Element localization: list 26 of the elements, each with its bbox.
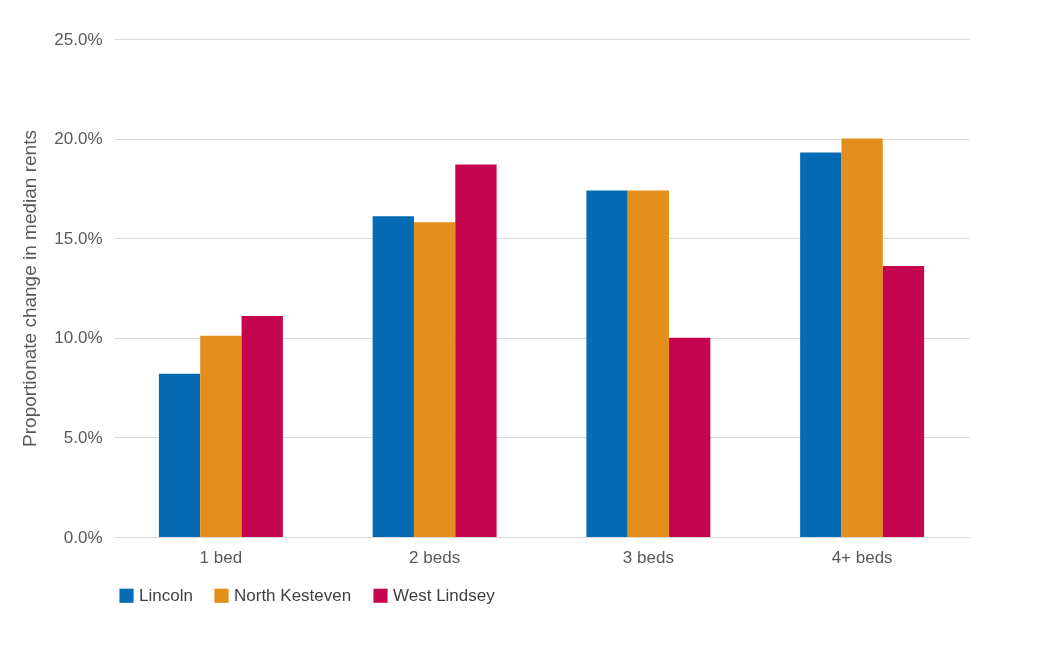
legend-label: Lincoln bbox=[139, 585, 193, 605]
bar bbox=[800, 152, 842, 537]
bar bbox=[882, 266, 925, 537]
bar bbox=[586, 190, 628, 537]
y-tick-label: 15.0% bbox=[54, 228, 103, 248]
x-tick-label: 4+ beds bbox=[831, 547, 893, 567]
y-tick-label: 5.0% bbox=[63, 427, 103, 447]
bar bbox=[200, 335, 242, 537]
y-axis-title: Proportionate change in median rents bbox=[19, 130, 41, 447]
y-tick-label: 25.0% bbox=[54, 29, 103, 49]
bar bbox=[841, 138, 883, 537]
bar bbox=[158, 373, 201, 537]
bar bbox=[372, 216, 414, 537]
bar bbox=[413, 222, 456, 537]
bar bbox=[669, 337, 711, 537]
y-tick-label: 20.0% bbox=[54, 129, 103, 149]
bar bbox=[455, 164, 497, 537]
bar bbox=[627, 190, 670, 537]
x-tick-label: 2 beds bbox=[409, 547, 461, 567]
legend-label: North Kesteven bbox=[234, 585, 352, 605]
legend-label: West Lindsey bbox=[393, 585, 496, 605]
y-tick-label: 0.0% bbox=[63, 527, 103, 547]
x-tick-label: 1 bed bbox=[199, 547, 243, 567]
bar bbox=[241, 315, 283, 537]
x-tick-label: 3 beds bbox=[622, 547, 674, 567]
y-tick-label: 10.0% bbox=[54, 328, 103, 348]
